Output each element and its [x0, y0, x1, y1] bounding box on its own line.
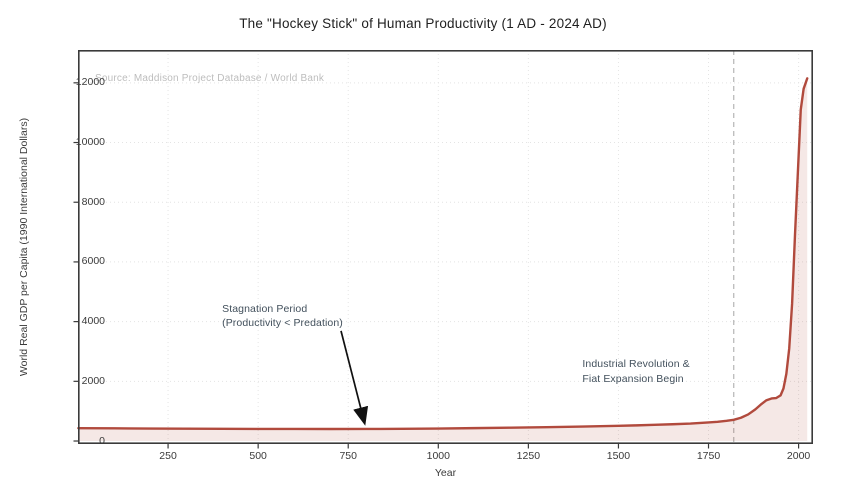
annotation-stagnation: Stagnation Period (Productivity < Predat… — [222, 303, 343, 330]
y-tick-label: 8000 — [81, 195, 105, 208]
x-tick-label: 500 — [249, 450, 267, 462]
stagnation-arrow-icon — [340, 330, 369, 426]
x-tick-label: 1750 — [696, 450, 721, 462]
y-tick-label: 2000 — [81, 374, 105, 387]
x-tick-label: 1500 — [606, 450, 631, 462]
tick-marks — [73, 82, 800, 449]
plot-spines — [78, 50, 814, 444]
y-tick-label: 6000 — [81, 255, 105, 268]
source-note: Source: Maddison Project Database / Worl… — [95, 73, 325, 84]
x-axis-label: Year — [434, 467, 457, 479]
chart-title: The "Hockey Stick" of Human Productivity… — [239, 16, 607, 31]
y-tick-label: 10000 — [75, 136, 105, 149]
chart-canvas — [73, 50, 814, 449]
x-tick-label: 250 — [159, 450, 177, 462]
y-tick-label: 4000 — [81, 315, 105, 328]
annotation-industrial: Industrial Revolution & Fiat Expansion B… — [582, 358, 690, 385]
x-tick-label: 2000 — [786, 450, 811, 462]
gdp-line — [77, 77, 809, 431]
y-tick-label: 0 — [99, 434, 105, 447]
gdp-area-fill — [78, 78, 808, 442]
plot-area: Source: Maddison Project Database / Worl… — [73, 50, 814, 449]
y-tick-label: 12000 — [75, 76, 105, 89]
gridlines — [78, 50, 813, 444]
x-tick-label: 1250 — [516, 450, 541, 462]
y-axis-label: World Real GDP per Capita (1990 Internat… — [18, 117, 30, 377]
x-tick-label: 1000 — [426, 450, 450, 462]
x-tick-label: 750 — [339, 450, 357, 462]
